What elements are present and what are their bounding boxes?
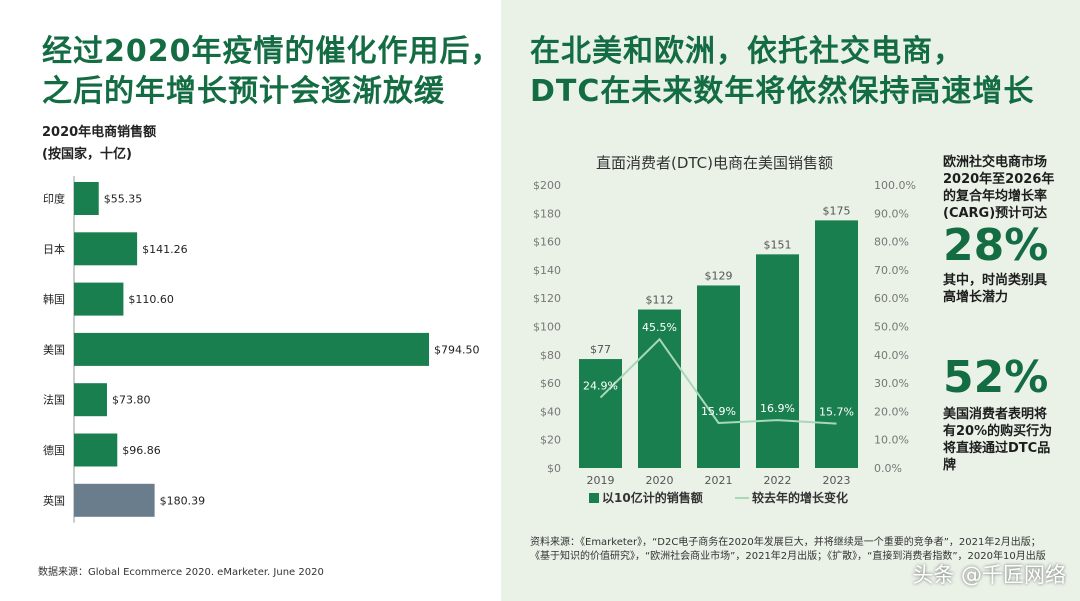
bar-data-label: $77 bbox=[590, 343, 611, 356]
line-data-label: 45.5% bbox=[642, 321, 677, 334]
y-left-tick: $40 bbox=[540, 405, 561, 418]
bar bbox=[697, 285, 740, 468]
y-right-tick: 50.0% bbox=[874, 321, 909, 334]
line-data-label: 15.7% bbox=[819, 406, 854, 419]
bar-data-label: $129 bbox=[705, 269, 733, 282]
line-data-label: 16.9% bbox=[760, 402, 795, 415]
category-label: 德国 bbox=[43, 443, 65, 457]
x-tick-label: 2023 bbox=[823, 474, 851, 487]
legend-bar-swatch bbox=[589, 493, 599, 503]
y-right-tick: 40.0% bbox=[874, 349, 909, 362]
y-left-tick: $140 bbox=[533, 264, 561, 277]
left-source: 数据来源：Global Ecommerce 2020. eMarketer. J… bbox=[38, 567, 324, 578]
category-label: 法国 bbox=[43, 393, 65, 407]
left-panel: 经过2020年疫情的催化作用后， 之后的年增长预计会逐渐放缓 2020年电商销售… bbox=[0, 0, 501, 601]
y-right-tick: 80.0% bbox=[874, 236, 909, 249]
stat1-description: 欧洲社交电商市场 2020年至2026年 的复合年均增长率 (CARG)预计可达 bbox=[943, 154, 1054, 222]
data-label: $96.86 bbox=[122, 444, 161, 457]
stat1-note-line: 高增长潜力 bbox=[943, 290, 1009, 305]
y-right-tick: 60.0% bbox=[874, 292, 909, 305]
stat2-line: 牌 bbox=[943, 458, 957, 473]
legend-line-label: 较去年的增长变化 bbox=[752, 490, 848, 505]
growth-line bbox=[599, 337, 837, 425]
data-label: $794.50 bbox=[434, 343, 480, 356]
left-headline-line-1: 经过2020年疫情的催化作用后， bbox=[42, 34, 502, 69]
data-label: $141.26 bbox=[142, 243, 188, 256]
y-right-tick: 30.0% bbox=[874, 377, 909, 390]
y-left-tick: $100 bbox=[533, 321, 561, 334]
stat2-line: 美国消费者表明将 bbox=[943, 407, 1048, 422]
stat1-note: 其中，时尚类别具 高增长潜力 bbox=[943, 272, 1047, 306]
country-sales-chart: 印度 $55.35 日本 $141.26 韩国 $110.60 美国 $794.50 法国 $73… bbox=[43, 176, 480, 523]
y-left-tick: $20 bbox=[540, 434, 561, 447]
bar bbox=[815, 220, 858, 468]
stat1-value: 28% bbox=[943, 220, 1049, 271]
y-left-tick: $60 bbox=[540, 377, 561, 390]
country-chart-title: 2020年电商销售额 bbox=[42, 125, 157, 140]
legend-bar-label: 以10亿计的销售额 bbox=[602, 490, 703, 505]
left-headline: 经过2020年疫情的催化作用后， 之后的年增长预计会逐渐放缓 bbox=[42, 32, 502, 112]
stat2-line: 有20%的购买行为 bbox=[943, 424, 1053, 439]
dtc-chart-title: 直面消费者(DTC)电商在美国销售额 bbox=[596, 154, 834, 172]
y-right-tick: 100.0% bbox=[874, 179, 916, 192]
y-left-tick: $80 bbox=[540, 349, 561, 362]
category-label: 日本 bbox=[43, 242, 65, 256]
right-headline: 在北美和欧洲，依托社交电商， DTC在未来数年将依然保持高速增长 bbox=[530, 32, 1034, 112]
stat1-line: (CARG)预计可达 bbox=[943, 206, 1048, 221]
bar bbox=[74, 433, 118, 467]
category-label: 印度 bbox=[43, 192, 65, 206]
y-right-tick: 20.0% bbox=[874, 405, 909, 418]
right-source: 资料来源：《Emarketer》，“D2C电子商务在2020年发展巨大，并将继续… bbox=[530, 537, 1046, 562]
x-tick-label: 2022 bbox=[764, 474, 792, 487]
category-label: 韩国 bbox=[43, 292, 65, 306]
bar-data-label: $112 bbox=[646, 294, 674, 307]
stat1-line: 2020年至2026年 bbox=[943, 172, 1055, 187]
data-label: $55.35 bbox=[104, 193, 143, 206]
watermark: 头条 @千匠网络 bbox=[912, 563, 1066, 587]
right-headline-line-2: DTC在未来数年将依然保持高速增长 bbox=[530, 74, 1035, 109]
stat2-line: 将直接通过DTC品 bbox=[943, 441, 1051, 456]
right-headline-line-1: 在北美和欧洲，依托社交电商， bbox=[530, 34, 964, 69]
country-chart-unit: (按国家，十亿) bbox=[42, 147, 132, 162]
category-label: 美国 bbox=[43, 343, 65, 356]
bar bbox=[74, 383, 107, 417]
data-label: $110.60 bbox=[128, 293, 174, 306]
bar bbox=[756, 254, 799, 468]
bar bbox=[74, 282, 124, 316]
line-data-label: 24.9% bbox=[583, 380, 618, 393]
stat2-description: 美国消费者表明将 有20%的购买行为 将直接通过DTC品 牌 bbox=[943, 406, 1052, 474]
y-left-tick: $0 bbox=[547, 462, 561, 475]
line-data-label: 15.9% bbox=[701, 405, 736, 418]
bar bbox=[74, 182, 99, 215]
y-left-tick: $200 bbox=[533, 179, 561, 192]
stat2-value: 52% bbox=[943, 352, 1049, 403]
y-left-tick: $160 bbox=[533, 236, 561, 249]
y-right-tick: 90.0% bbox=[874, 207, 909, 220]
dtc-sales-chart: $0 $20 $40 $60 $80 $100 $120 $140 $160 $180 $200 0.… bbox=[533, 179, 916, 505]
y-right-tick: 0.0% bbox=[874, 462, 902, 475]
y-right-tick: 70.0% bbox=[874, 264, 909, 277]
data-label: $180.39 bbox=[160, 494, 206, 507]
bar-data-label: $151 bbox=[764, 238, 792, 251]
x-tick-label: 2019 bbox=[587, 474, 615, 487]
stat1-note-line: 其中，时尚类别具 bbox=[943, 273, 1048, 288]
right-panel: 在北美和欧洲，依托社交电商， DTC在未来数年将依然保持高速增长 直面消费者(D… bbox=[501, 0, 1080, 601]
stat1-line: 欧洲社交电商市场 bbox=[943, 155, 1048, 170]
left-headline-line-2: 之后的年增长预计会逐渐放缓 bbox=[42, 74, 445, 109]
y-left-tick: $120 bbox=[533, 292, 561, 305]
stat1-line: 的复合年均增长率 bbox=[943, 189, 1048, 204]
bar bbox=[74, 483, 155, 517]
data-label: $73.80 bbox=[112, 394, 151, 407]
y-right-tick: 10.0% bbox=[874, 434, 909, 447]
bar bbox=[74, 332, 429, 366]
bar bbox=[638, 309, 681, 468]
x-tick-label: 2020 bbox=[646, 474, 674, 487]
category-label: 英国 bbox=[43, 493, 65, 507]
bar-data-label: $175 bbox=[823, 204, 851, 217]
bar bbox=[579, 359, 622, 468]
y-left-tick: $180 bbox=[533, 207, 561, 220]
x-tick-label: 2021 bbox=[705, 474, 733, 487]
bar bbox=[74, 232, 138, 266]
